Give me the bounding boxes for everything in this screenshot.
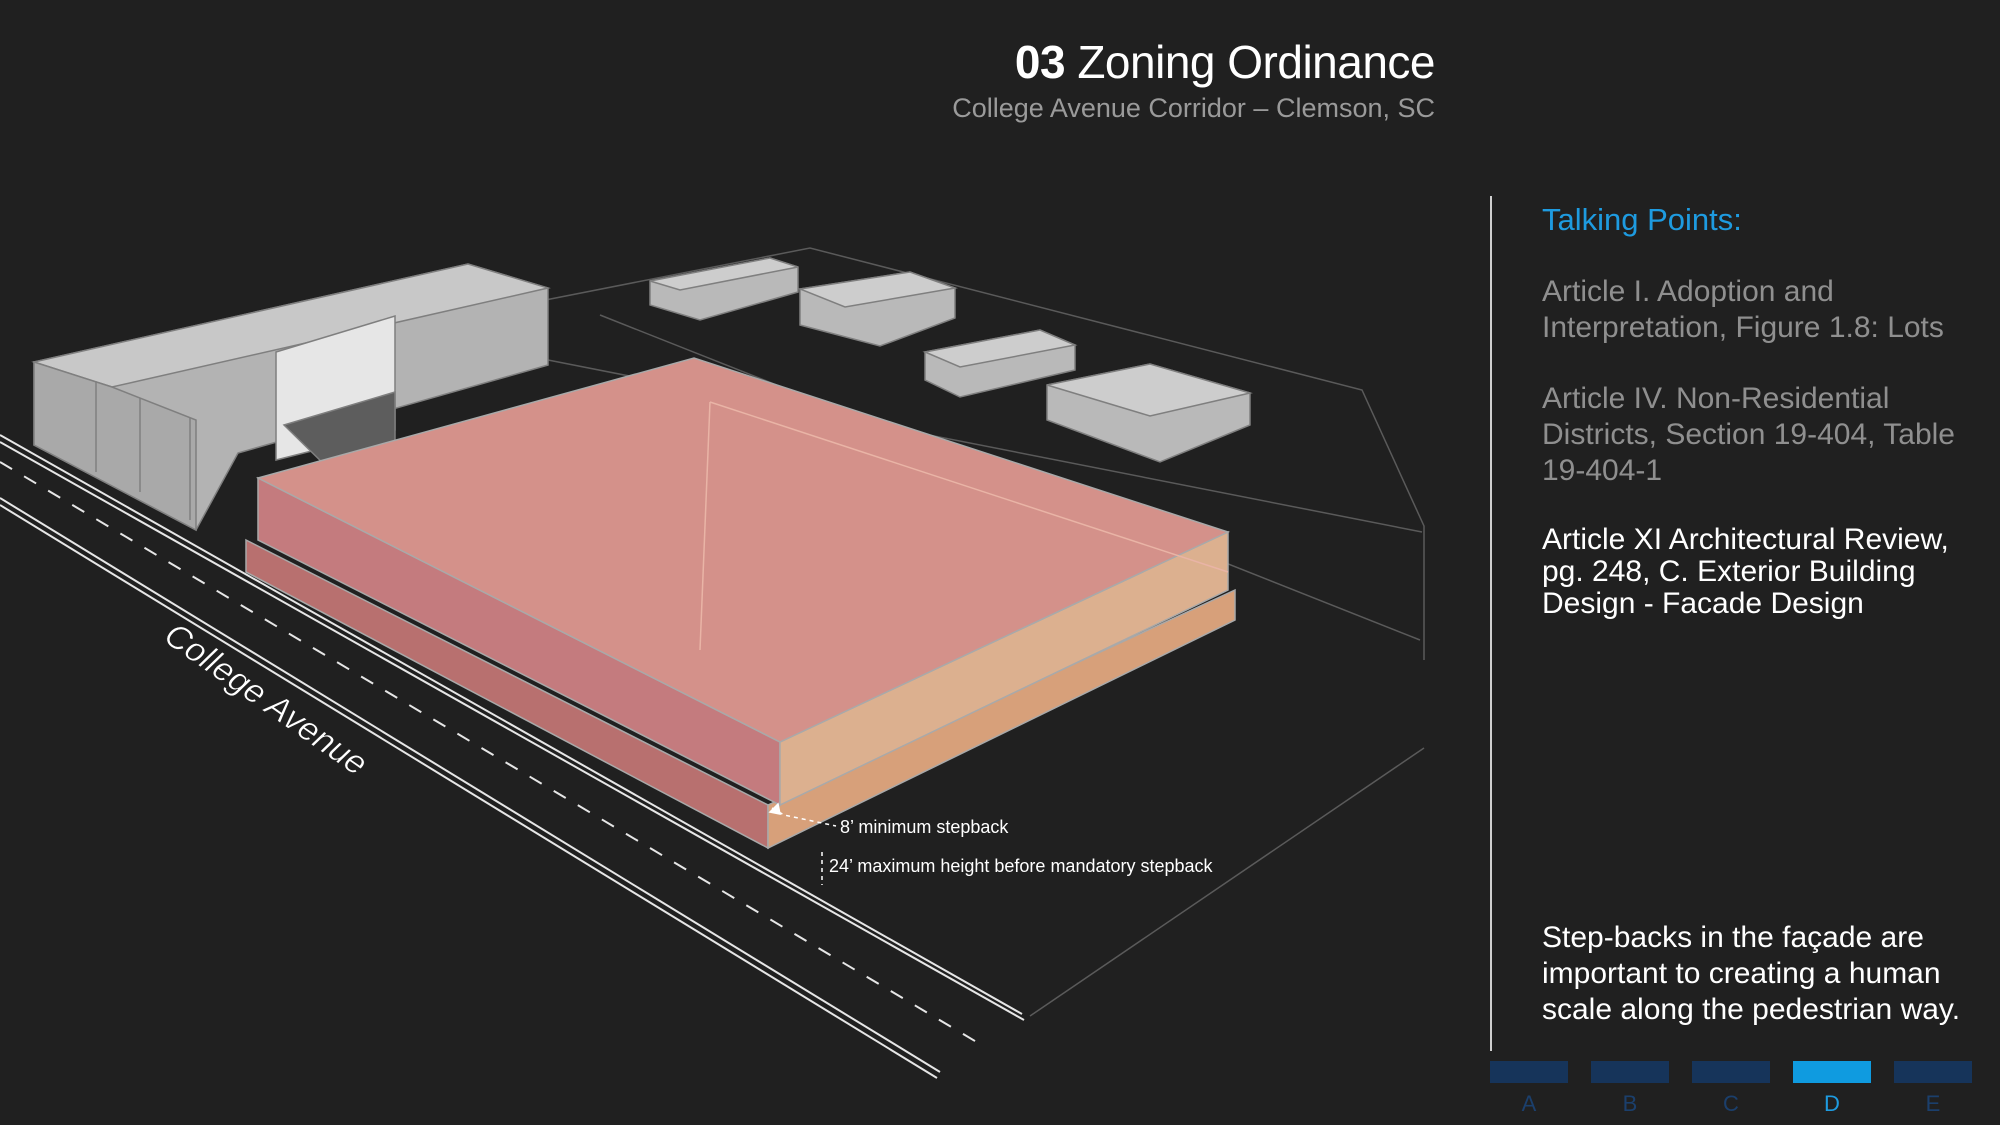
street-edge-line xyxy=(0,504,938,1079)
nav-tab-label: C xyxy=(1723,1091,1739,1116)
reference-article-1: Article I. Adoption and Interpretation, … xyxy=(1542,275,1944,344)
street-edge-line xyxy=(0,434,1023,1015)
nav-tab-label: B xyxy=(1622,1091,1638,1116)
nav-tab-e[interactable]: E xyxy=(1894,1061,1972,1121)
nav-tab-b[interactable]: B xyxy=(1591,1061,1669,1121)
proposed-building xyxy=(245,357,1236,850)
nav-tab-label: A xyxy=(1521,1091,1537,1116)
page-title: 03 Zoning Ordinance xyxy=(952,36,1436,88)
stepback-arrow xyxy=(768,802,781,815)
nav-tab-bar xyxy=(1894,1061,1972,1083)
street-lines xyxy=(0,434,1025,1079)
rear-building xyxy=(797,271,958,347)
talking-points-heading: Talking Points: xyxy=(1542,202,1742,237)
reference-article-4: Article IV. Non-Residential Districts, S… xyxy=(1542,382,1955,487)
stepback-annotation: 8’ minimum stepback xyxy=(840,817,1009,837)
nav-tab-label: D xyxy=(1824,1091,1840,1116)
talking-points-panel: Talking Points: Article I. Adoption and … xyxy=(1542,200,1982,655)
roof-parapet-line xyxy=(699,401,711,651)
rear-buildings xyxy=(649,257,1253,463)
stepback-marker xyxy=(771,807,837,827)
max-height-annotation: 24’ maximum height before mandatory step… xyxy=(829,856,1214,876)
nav-tab-a[interactable]: A xyxy=(1490,1061,1568,1121)
talking-point-note: Step-backs in the façade are important t… xyxy=(1542,921,1961,1026)
title-number: 03 xyxy=(1014,36,1066,88)
nav-tab-bar xyxy=(1793,1061,1871,1083)
roof-parapet-line xyxy=(709,401,1229,573)
rear-building xyxy=(649,257,799,321)
nav-tab-bar xyxy=(1692,1061,1770,1083)
street-label: College Avenue xyxy=(157,615,374,783)
nav-tab-c[interactable]: C xyxy=(1692,1061,1770,1121)
building-roof xyxy=(255,357,1231,743)
rear-building xyxy=(1046,363,1253,463)
title-text: Zoning Ordinance xyxy=(1077,36,1435,88)
page-header: 03 Zoning Ordinance College Avenue Corri… xyxy=(952,36,1435,126)
massing-diagram: 8’ minimum stepback 24’ maximum height b… xyxy=(0,247,1425,1079)
reference-article-11: Article XI Architectural Review, pg. 248… xyxy=(1542,523,1949,620)
nav-tab-bar xyxy=(1490,1061,1568,1083)
nav-tab-d[interactable]: D xyxy=(1793,1061,1871,1121)
nav-tab-label: E xyxy=(1925,1091,1941,1116)
street-edge-line xyxy=(0,441,1025,1021)
dimension-markers xyxy=(768,802,837,885)
street-centerline xyxy=(0,461,986,1048)
rear-building xyxy=(922,329,1078,398)
slide-nav: A B C D E xyxy=(1490,1061,1974,1121)
context-building-front xyxy=(33,360,197,532)
street-edge-line xyxy=(0,497,941,1073)
page-subtitle: College Avenue Corridor – Clemson, SC xyxy=(952,93,1435,123)
panel-divider xyxy=(1490,196,1492,1051)
nav-tab-bar xyxy=(1591,1061,1669,1083)
